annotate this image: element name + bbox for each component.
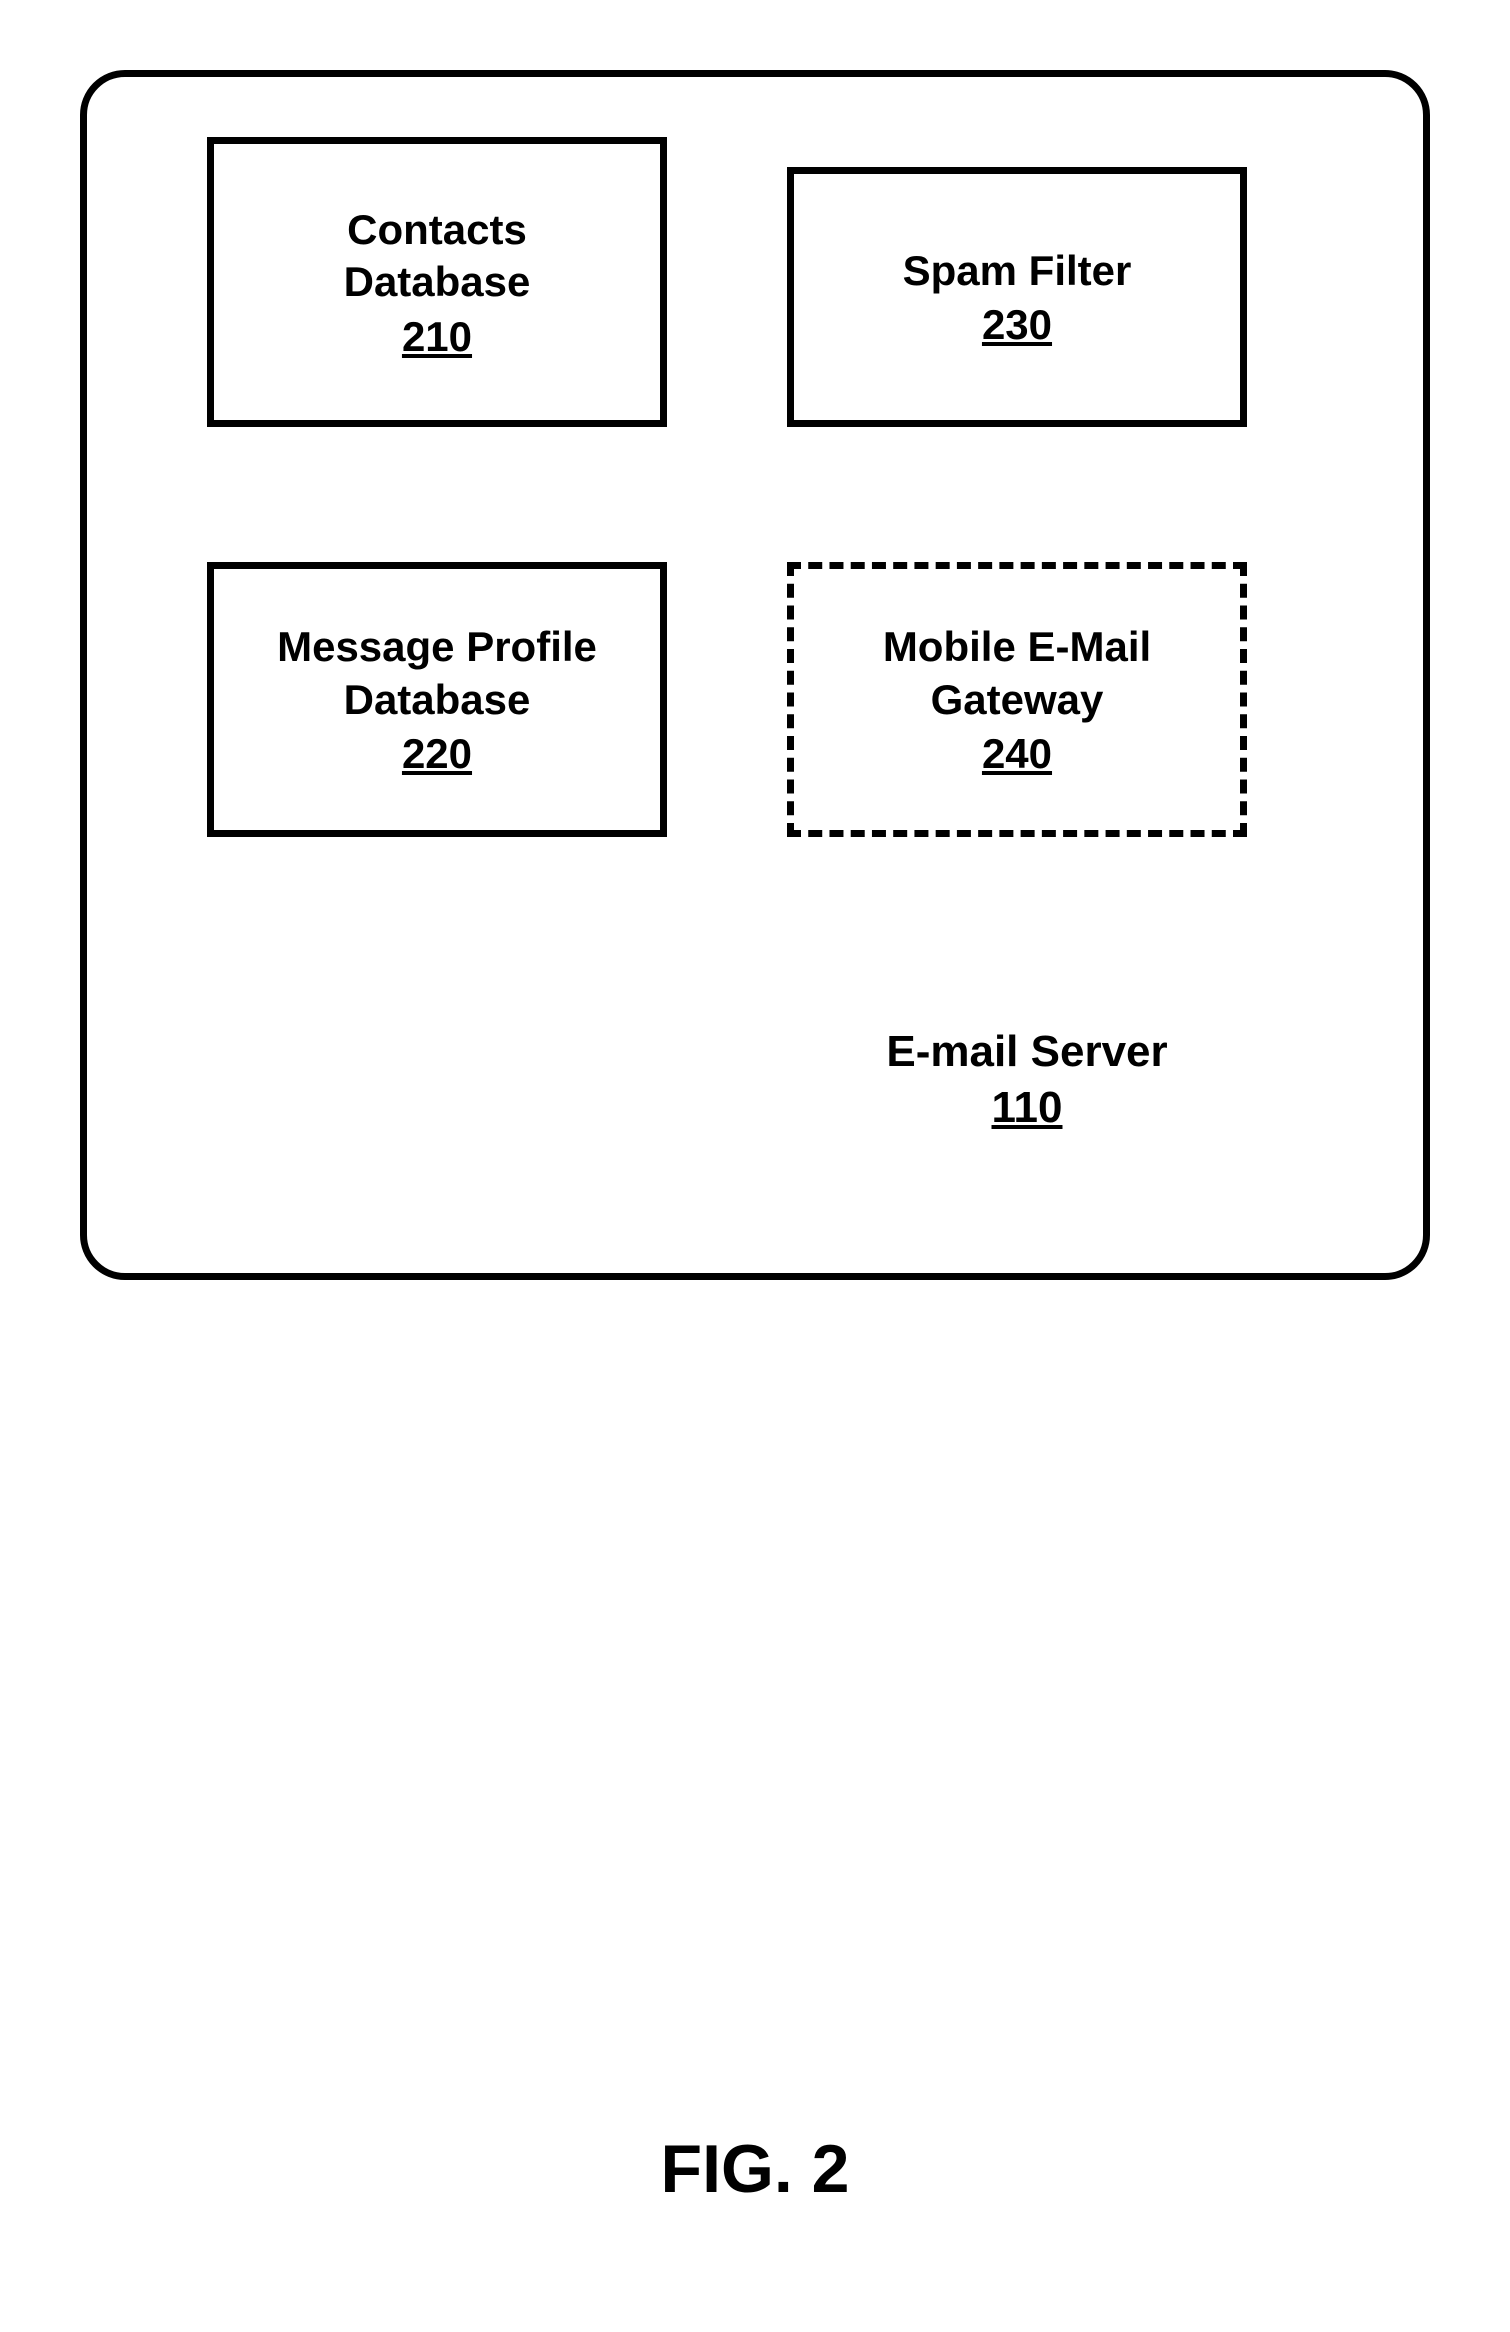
page-root: ContactsDatabase 210 Spam Filter 230 Mes… — [0, 0, 1510, 2332]
contacts-database-title-text: ContactsDatabase — [344, 206, 531, 306]
spam-filter-box: Spam Filter 230 — [787, 167, 1247, 427]
spam-filter-ref: 230 — [982, 301, 1052, 349]
mobile-email-gateway-title-text: Mobile E-MailGateway — [883, 623, 1151, 723]
message-profile-database-ref: 220 — [402, 730, 472, 778]
email-server-ref: 110 — [877, 1083, 1177, 1133]
email-server-outer-box: ContactsDatabase 210 Spam Filter 230 Mes… — [80, 70, 1430, 1280]
mobile-email-gateway-box: Mobile E-MailGateway 240 — [787, 562, 1247, 837]
email-server-title: E-mail Server — [877, 1027, 1177, 1077]
contacts-database-title: ContactsDatabase — [344, 204, 531, 309]
spam-filter-title: Spam Filter — [903, 245, 1132, 298]
email-server-label: E-mail Server 110 — [877, 1027, 1177, 1133]
message-profile-database-title: Message ProfileDatabase — [277, 621, 597, 726]
message-profile-database-title-text: Message ProfileDatabase — [277, 623, 597, 723]
figure-label: FIG. 2 — [0, 2130, 1510, 2208]
spam-filter-title-text: Spam Filter — [903, 247, 1132, 294]
figure-label-text: FIG. 2 — [661, 2131, 850, 2207]
contacts-database-box: ContactsDatabase 210 — [207, 137, 667, 427]
message-profile-database-box: Message ProfileDatabase 220 — [207, 562, 667, 837]
mobile-email-gateway-ref: 240 — [982, 730, 1052, 778]
mobile-email-gateway-title: Mobile E-MailGateway — [883, 621, 1151, 726]
contacts-database-ref: 210 — [402, 313, 472, 361]
